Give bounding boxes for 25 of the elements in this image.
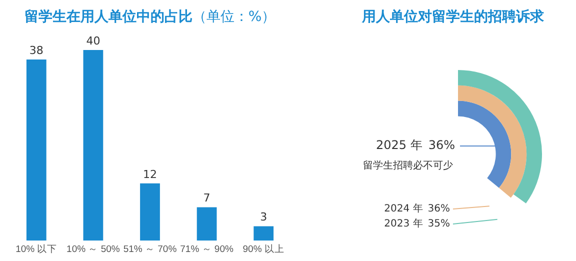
data-label: 40 bbox=[86, 34, 100, 48]
x-tick-label: 10% 以下 bbox=[16, 242, 58, 255]
x-tick-label: 51% ～ 70% bbox=[123, 244, 178, 255]
chart-subtitle: （单位：%） bbox=[192, 9, 276, 25]
x-tick-label: 71% ～ 90% bbox=[180, 244, 234, 255]
bar bbox=[254, 226, 274, 241]
bar bbox=[196, 207, 217, 241]
text: 用人单位对留学生的招聘诉求 bbox=[362, 9, 544, 25]
category-label: 2023 年 bbox=[384, 218, 423, 230]
category-label: 2025 年 bbox=[376, 138, 422, 152]
bar bbox=[26, 60, 46, 241]
x-tick-label: 90% 以上 bbox=[242, 242, 284, 255]
data-label: 36% bbox=[428, 204, 450, 215]
data-label: 3 bbox=[260, 210, 268, 224]
x-tick-label: 10% ～ 50% bbox=[66, 244, 120, 255]
data-label: 12 bbox=[143, 168, 157, 181]
data-label: 38 bbox=[29, 44, 44, 57]
data-label: 7 bbox=[203, 192, 210, 205]
data-label: 36% bbox=[428, 138, 455, 152]
data-label: 35% bbox=[428, 218, 450, 230]
text: 留学生招聘必不可少 bbox=[363, 160, 453, 172]
bar bbox=[83, 50, 104, 241]
chart-title: 留学生在用人单位中的占比 bbox=[24, 9, 192, 25]
category-label: 2024 年 bbox=[384, 202, 423, 215]
bar bbox=[140, 183, 160, 241]
